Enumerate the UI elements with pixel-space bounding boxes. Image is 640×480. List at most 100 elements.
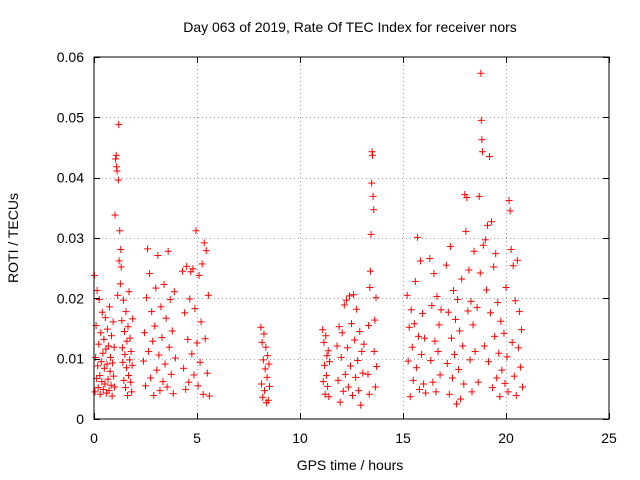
- data-point: [480, 342, 488, 350]
- data-point: [158, 334, 166, 342]
- data-point: [511, 297, 519, 305]
- data-point: [435, 321, 443, 329]
- data-point: [456, 327, 464, 335]
- data-point: [264, 396, 272, 404]
- data-point: [192, 227, 200, 235]
- data-point: [125, 372, 133, 380]
- data-point: [505, 197, 513, 205]
- data-point: [110, 372, 118, 380]
- data-point: [105, 303, 113, 311]
- data-point: [445, 390, 453, 398]
- data-point: [257, 380, 265, 388]
- data-point: [501, 379, 509, 387]
- data-point: [448, 374, 456, 382]
- data-point: [433, 293, 441, 301]
- data-point: [127, 347, 135, 355]
- data-point: [99, 349, 107, 357]
- data-point: [103, 325, 111, 333]
- data-point: [182, 385, 190, 393]
- data-point: [405, 323, 413, 331]
- data-point: [345, 292, 353, 300]
- data-point: [454, 296, 462, 304]
- data-point: [120, 376, 128, 384]
- data-point: [324, 347, 332, 355]
- data-point: [412, 364, 420, 372]
- data-point: [119, 296, 127, 304]
- data-point: [94, 384, 102, 392]
- data-point: [343, 344, 351, 352]
- x-tick-label: 20: [498, 430, 514, 446]
- data-point: [470, 247, 478, 255]
- data-point: [104, 375, 112, 383]
- data-point: [198, 260, 206, 268]
- data-point: [107, 381, 115, 389]
- data-point: [360, 340, 368, 348]
- data-point: [157, 303, 165, 311]
- data-point: [353, 305, 361, 313]
- data-point: [166, 296, 174, 304]
- data-point: [153, 366, 161, 374]
- data-point: [465, 266, 473, 274]
- data-point: [156, 387, 164, 395]
- data-point: [336, 398, 344, 406]
- data-point: [510, 372, 518, 380]
- data-point: [118, 344, 126, 352]
- data-point: [430, 270, 438, 278]
- data-point: [197, 318, 205, 326]
- data-point: [508, 338, 516, 346]
- data-point: [258, 338, 266, 346]
- data-point: [98, 308, 106, 316]
- data-point: [468, 388, 476, 396]
- y-tick-label: 0.05: [57, 109, 84, 125]
- data-point: [432, 388, 440, 396]
- plot-frame: [93, 56, 610, 420]
- data-point: [148, 308, 156, 316]
- data-point: [418, 350, 426, 358]
- data-point: [183, 262, 191, 270]
- x-axis-label: GPS time / hours: [297, 457, 404, 473]
- data-point: [261, 365, 269, 373]
- data-point: [513, 256, 521, 264]
- data-point: [180, 364, 188, 372]
- data-point: [486, 153, 494, 161]
- data-point: [112, 155, 120, 163]
- data-point: [319, 326, 327, 334]
- data-point: [341, 370, 349, 378]
- data-point: [372, 294, 380, 302]
- data-point: [481, 236, 489, 244]
- data-point: [515, 308, 523, 316]
- data-point: [409, 376, 417, 384]
- data-point: [411, 277, 419, 285]
- data-point: [489, 384, 497, 392]
- data-point: [365, 390, 373, 398]
- data-point: [190, 371, 198, 379]
- data-point: [161, 360, 169, 368]
- data-point: [487, 309, 495, 317]
- data-point: [266, 382, 274, 390]
- data-point: [123, 337, 131, 345]
- data-point: [124, 391, 132, 399]
- data-point: [464, 307, 472, 315]
- data-point: [113, 167, 121, 175]
- data-point: [322, 372, 330, 380]
- data-point: [110, 343, 118, 351]
- data-point: [121, 350, 129, 358]
- data-point: [371, 383, 379, 391]
- data-point: [109, 359, 117, 367]
- data-point: [202, 247, 210, 255]
- data-point: [338, 329, 346, 337]
- data-point: [119, 358, 127, 366]
- data-point: [325, 358, 333, 366]
- data-point: [159, 378, 167, 386]
- data-point: [476, 269, 484, 277]
- data-point: [453, 400, 461, 408]
- data-point: [488, 218, 496, 226]
- data-point: [105, 387, 113, 395]
- data-point: [91, 388, 99, 396]
- data-point: [369, 151, 377, 159]
- data-point: [193, 339, 201, 347]
- data-point: [114, 291, 122, 299]
- data-point: [143, 294, 151, 302]
- data-point: [419, 309, 427, 317]
